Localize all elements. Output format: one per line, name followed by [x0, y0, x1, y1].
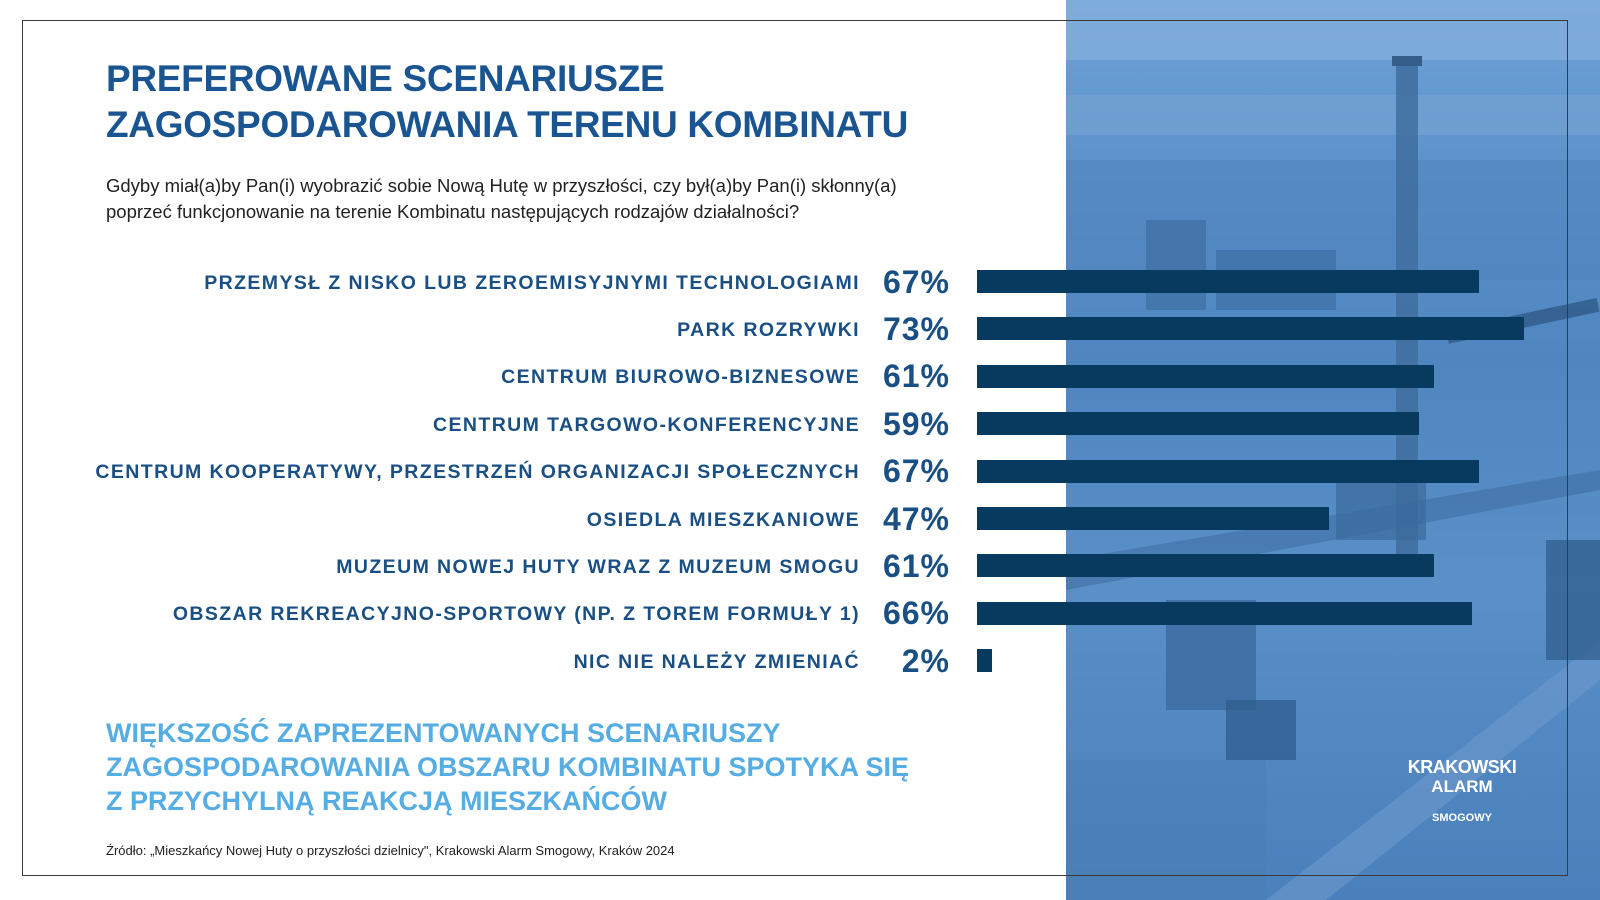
category-label: CENTRUM BIUROWO-BIZNESOWE — [501, 366, 860, 389]
category-label: MUZEUM NOWEJ HUTY WRAZ Z MUZEUM SMOGU — [336, 555, 860, 578]
value-label: 2% — [901, 642, 950, 679]
value-label: 61% — [882, 358, 950, 395]
bar — [977, 554, 1435, 578]
conclusion-line-3: Z PRZYCHYLNĄ REAKCJĄ MIESZKAŃCÓW — [106, 786, 668, 816]
value-label: 66% — [882, 595, 950, 632]
title-line-1: PREFEROWANE SCENARIUSZE — [106, 58, 665, 99]
source-note: Źródło: „Mieszkańcy Nowej Huty o przyszł… — [106, 843, 675, 858]
value-label: 47% — [882, 500, 950, 537]
category-label: OSIEDLA MIESZKANIOWE — [586, 508, 860, 531]
survey-question: Gdyby miał(a)by Pan(i) wyobrazić sobie N… — [106, 173, 1006, 225]
logo-line-2: ALARM — [1431, 777, 1493, 796]
value-label: 67% — [882, 453, 950, 490]
question-line-2: poprzeć funkcjonowanie na terenie Kombin… — [106, 201, 800, 222]
category-label: CENTRUM TARGOWO-KONFERENCYJNE — [433, 413, 860, 436]
bar — [977, 649, 992, 673]
bar — [977, 364, 1435, 388]
category-label: PRZEMYSŁ Z NISKO LUB ZEROEMISYJNYMI TECH… — [204, 271, 860, 294]
value-label: 73% — [882, 310, 950, 347]
bar — [977, 270, 1480, 293]
bar — [977, 601, 1472, 625]
conclusion-line-1: WIĘKSZOŚĆ ZAPREZENTOWANYCH SCENARIUSZY — [106, 718, 781, 748]
background-photo-panel — [1066, 0, 1600, 900]
bar — [977, 412, 1420, 436]
category-label: NIC NIE NALEŻY ZMIENIAĆ — [573, 650, 860, 673]
logo-line-1: KRAKOWSKI — [1407, 757, 1517, 777]
category-label: OBSZAR REKREACYJNO-SPORTOWY (NP. Z TOREM… — [172, 603, 860, 626]
bar — [977, 317, 1524, 341]
question-line-1: Gdyby miał(a)by Pan(i) wyobrazić sobie N… — [106, 175, 897, 196]
value-label: 61% — [882, 547, 950, 584]
conclusion-line-2: ZAGOSPODAROWANIA OBSZARU KOMBINATU SPOTY… — [106, 752, 910, 782]
bar — [977, 507, 1330, 530]
category-label: PARK ROZRYWKI — [677, 318, 860, 341]
value-label: 67% — [882, 263, 950, 300]
krakowski-alarm-smogowy-logo: KRAKOWSKI ALARM SMOGOWY — [1404, 757, 1520, 847]
value-label: 59% — [882, 405, 950, 442]
title-line-2: ZAGOSPODAROWANIA TERENU KOMBINATU — [106, 104, 909, 145]
conclusion-text: WIĘKSZOŚĆ ZAPREZENTOWANYCH SCENARIUSZY Z… — [106, 716, 1006, 818]
page-title: PREFEROWANE SCENARIUSZE ZAGOSPODAROWANIA… — [106, 56, 1006, 148]
logo-line-3: SMOGOWY — [1432, 812, 1492, 824]
bar — [977, 459, 1480, 483]
category-label: CENTRUM KOOPERATYWY, PRZESTRZEŃ ORGANIZA… — [95, 461, 860, 484]
